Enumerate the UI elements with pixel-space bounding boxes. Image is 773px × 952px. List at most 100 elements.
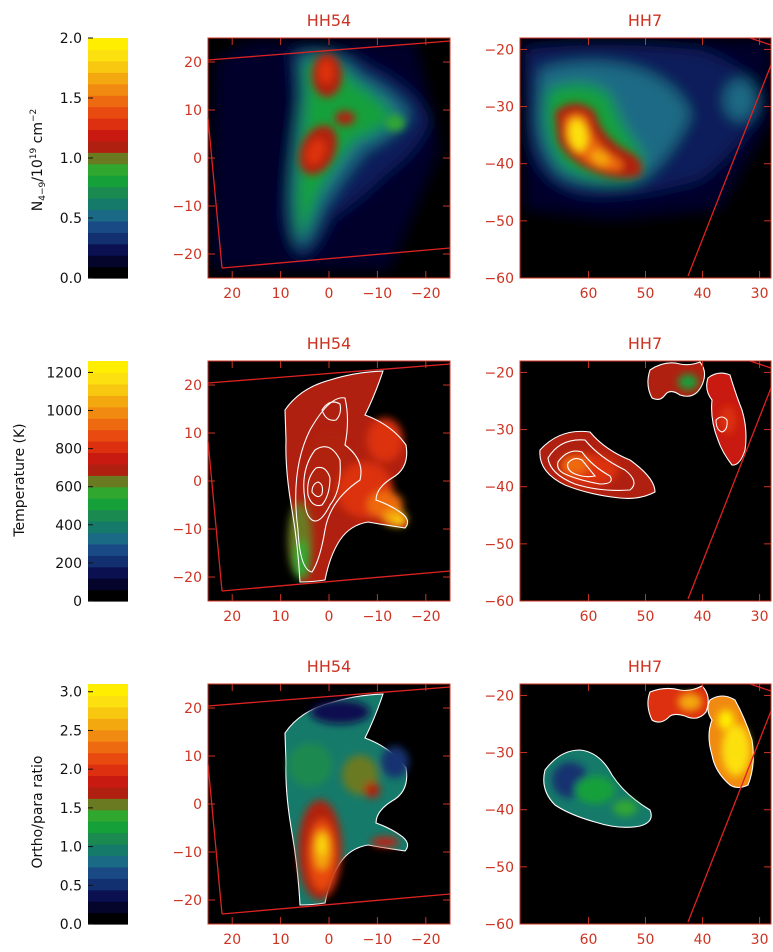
colorbar-segment [88,406,128,419]
colorbar-segment [88,741,128,754]
axes-hh7-density: 60 50 40 30 −20 −30 −40 −50 −60 [484,38,771,302]
colorbar-tick-label: 0.5 [60,211,82,227]
y-tick-label: 20 [184,55,202,71]
y-tick-label: −50 [484,214,514,230]
y-tick-label: 10 [184,103,202,119]
x-tick-label: −20 [411,932,441,948]
x-tick-label: 40 [694,609,712,625]
x-tick-label: −20 [411,286,441,302]
colorbar-tick-label: 1200 [46,365,82,381]
colorbar-segment [88,175,128,188]
colorbar-tick-label: 1.0 [60,151,82,167]
x-tick-label: 60 [580,932,598,948]
x-tick-label: 10 [272,932,290,948]
y-tick-label: 20 [184,378,202,394]
colorbar-label-temperature: Temperature (K) [12,423,28,537]
colorbar-segment [88,866,128,879]
y-tick-label: −20 [172,570,202,586]
colorbar-tick-label: 2.0 [60,31,82,47]
x-tick-label: 40 [694,286,712,302]
y-tick-label: −40 [484,480,514,496]
y-tick-label: −20 [172,247,202,263]
y-tick-label: −60 [484,594,514,610]
colorbar-tick-label: 200 [55,556,82,572]
colorbar-segment [88,118,128,131]
x-tick-label: 50 [637,609,655,625]
panel-hh7-ortho-para: HH7 60 50 40 30 −20 −30 −40 −50 −60 [484,657,772,948]
colorbar-segment [88,383,128,396]
colorbar-segment [88,486,128,499]
colorbar-segment [88,429,128,442]
panel-title: HH54 [307,11,351,30]
y-tick-label: −20 [172,893,202,909]
colorbar-segment [88,418,128,431]
y-tick-label: −30 [484,100,514,116]
y-tick-label: −20 [484,42,514,58]
x-tick-label: −10 [363,286,393,302]
y-tick-label: −60 [484,271,514,287]
y-tick-label: −10 [172,199,202,215]
colorbar-segment [88,729,128,742]
axes-hh7-temperature: 60 50 40 30 −20 −30 −40 −50 −60 [484,361,771,625]
colorbar-segment [88,220,128,233]
colorbar-segment [88,764,128,777]
panel-hh7-density: HH7 60 50 40 30 −20 −30 −40 −50 −60 [484,11,772,302]
colorbar-segment [88,695,128,708]
x-tick-label: 50 [637,932,655,948]
colorbar-segment [88,163,128,176]
y-tick-label: 0 [193,474,202,490]
y-tick-label: −30 [484,423,514,439]
colorbar-tick-label: 1.5 [60,91,82,107]
colorbar-segment [88,463,128,476]
colorbar-tick-label: 1.5 [60,801,82,817]
colorbar-tick-label: 0 [73,594,82,610]
colorbar-segment [88,372,128,385]
colorbar-segment [88,809,128,822]
y-tick-label: 10 [184,426,202,442]
panel-hh7-temperature: HH7 60 50 40 30 −20 −30 −40 −50 −60 [484,334,772,625]
colorbar-segment [88,95,128,108]
colorbar-segment [88,152,128,165]
colorbar-segment [88,775,128,788]
colorbar-segment [88,718,128,731]
colorbar-segment [88,832,128,845]
y-tick-label: −10 [172,845,202,861]
colorbar-column-density: 0.0 0.5 1.0 1.5 2.0 [60,31,128,287]
colorbar-label-ortho-para: Ortho/para ratio [30,756,46,869]
x-tick-label: 0 [325,609,334,625]
colorbar-segment [88,198,128,211]
colorbar-segment [88,878,128,891]
colorbar-segment [88,889,128,902]
colorbar-tick-label: 0.0 [60,271,82,287]
x-tick-label: 50 [637,286,655,302]
x-tick-label: 0 [325,286,334,302]
colorbar-segment [88,361,128,374]
colorbar-segment [88,786,128,799]
x-tick-label: 30 [751,286,769,302]
x-tick-label: 0 [325,932,334,948]
colorbar-segment [88,578,128,591]
y-tick-label: 10 [184,749,202,765]
colorbar-segment [88,209,128,222]
colorbar-segment [88,395,128,408]
panel-title: HH7 [628,657,662,676]
y-tick-label: −50 [484,537,514,553]
x-tick-label: 60 [580,609,598,625]
colorbar-segment [88,266,128,279]
x-tick-label: 40 [694,932,712,948]
x-tick-label: 60 [580,286,598,302]
colorbar-segment [88,844,128,857]
y-tick-label: 0 [193,151,202,167]
y-tick-label: −40 [484,157,514,173]
panel-hh54-density: HH54 20 10 0 −10 −20 20 10 0 −10 −20 [172,11,451,302]
panel-title: HH7 [628,11,662,30]
colorbar-segment [88,83,128,96]
axes-hh54-ortho-para: 20 10 0 −10 −20 20 10 0 −10 −20 [172,684,450,948]
colorbar-tick-label: 1000 [46,404,82,420]
axes-hh54-temperature: 20 10 0 −10 −20 20 10 0 −10 −20 [172,361,450,625]
colorbar-segment [88,452,128,465]
x-tick-label: 20 [223,286,241,302]
colorbar-tick-label: 2.0 [60,762,82,778]
y-tick-label: −20 [484,365,514,381]
colorbar-tick-label: 1.0 [60,840,82,856]
